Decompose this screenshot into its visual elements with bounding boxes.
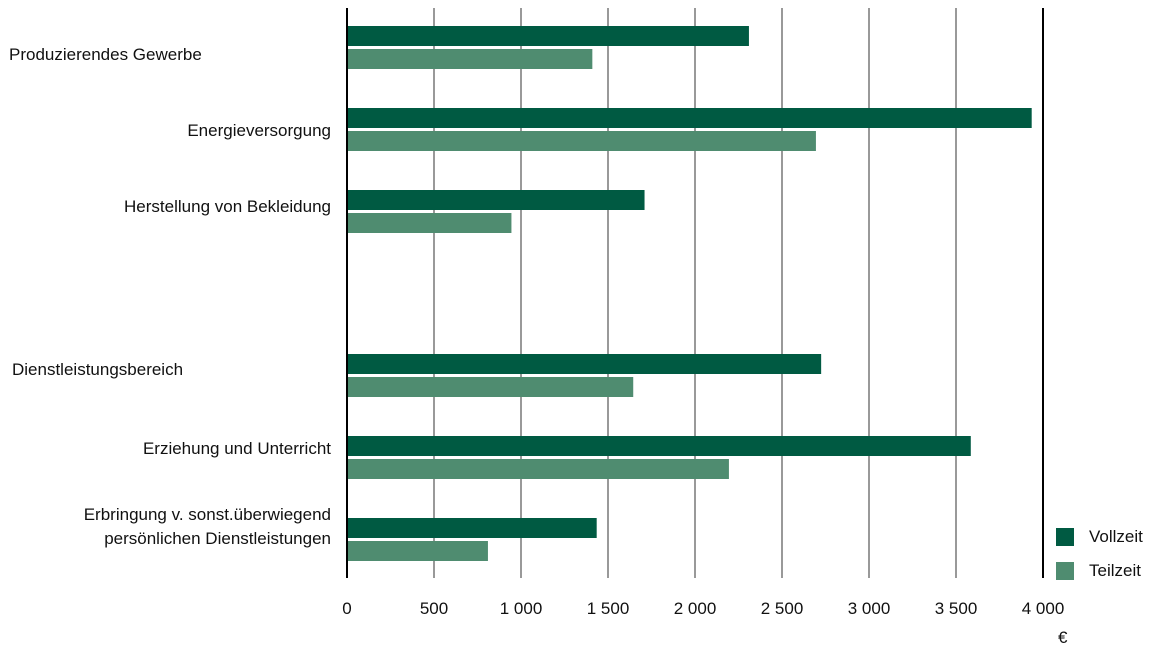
grid-lines bbox=[433, 8, 957, 578]
bar-vollzeit bbox=[347, 108, 1032, 128]
bar-vollzeit bbox=[347, 26, 749, 46]
x-tick-label: 1 000 bbox=[499, 599, 543, 618]
x-tick-label: 2 000 bbox=[673, 599, 717, 618]
bar-group bbox=[347, 26, 1032, 561]
x-tick-label: 3 000 bbox=[847, 599, 891, 618]
bar-vollzeit bbox=[347, 190, 645, 210]
legend-item-vollzeit: Vollzeit bbox=[1056, 526, 1160, 548]
category-label-produzierendes-gewerbe: Produzierendes Gewerbe bbox=[9, 45, 202, 64]
category-label-dienstleistungsbereich: Dienstleistungsbereich bbox=[12, 360, 184, 379]
x-tick-label: 500 bbox=[419, 599, 449, 618]
bar-teilzeit bbox=[347, 49, 593, 69]
legend-item-teilzeit: Teilzeit bbox=[1056, 560, 1160, 582]
bar-vollzeit bbox=[347, 518, 597, 538]
x-tick-label: 1 500 bbox=[586, 599, 630, 618]
x-tick-label: 3 500 bbox=[934, 599, 978, 618]
category-label-erziehung-und-unterricht: Erziehung und Unterricht bbox=[142, 439, 331, 458]
x-unit-label: € bbox=[1058, 628, 1068, 647]
bar-teilzeit bbox=[347, 131, 816, 151]
bar-vollzeit bbox=[347, 354, 822, 374]
bar-teilzeit bbox=[347, 459, 729, 479]
legend-swatch-teilzeit bbox=[1056, 562, 1074, 580]
legend-label-vollzeit: Vollzeit bbox=[1089, 527, 1143, 546]
legend-label-teilzeit: Teilzeit bbox=[1089, 561, 1141, 580]
x-tick-label: 0 bbox=[342, 599, 352, 618]
category-label-herstellung-von-bekleidung: Herstellung von Bekleidung bbox=[124, 197, 331, 216]
bar-teilzeit bbox=[347, 541, 488, 561]
x-tick-label: 4 000 bbox=[1021, 599, 1065, 618]
bar-vollzeit bbox=[347, 436, 971, 456]
bar-teilzeit bbox=[347, 377, 634, 397]
category-label-persoenliche-dienstleistungen: Erbringung v. sonst.überwiegend persönli… bbox=[83, 505, 331, 548]
legend-swatch-vollzeit bbox=[1056, 528, 1074, 546]
x-tick-label: 2 500 bbox=[760, 599, 804, 618]
category-label-energieversorgung: Energieversorgung bbox=[187, 121, 331, 140]
bar-teilzeit bbox=[347, 213, 512, 233]
